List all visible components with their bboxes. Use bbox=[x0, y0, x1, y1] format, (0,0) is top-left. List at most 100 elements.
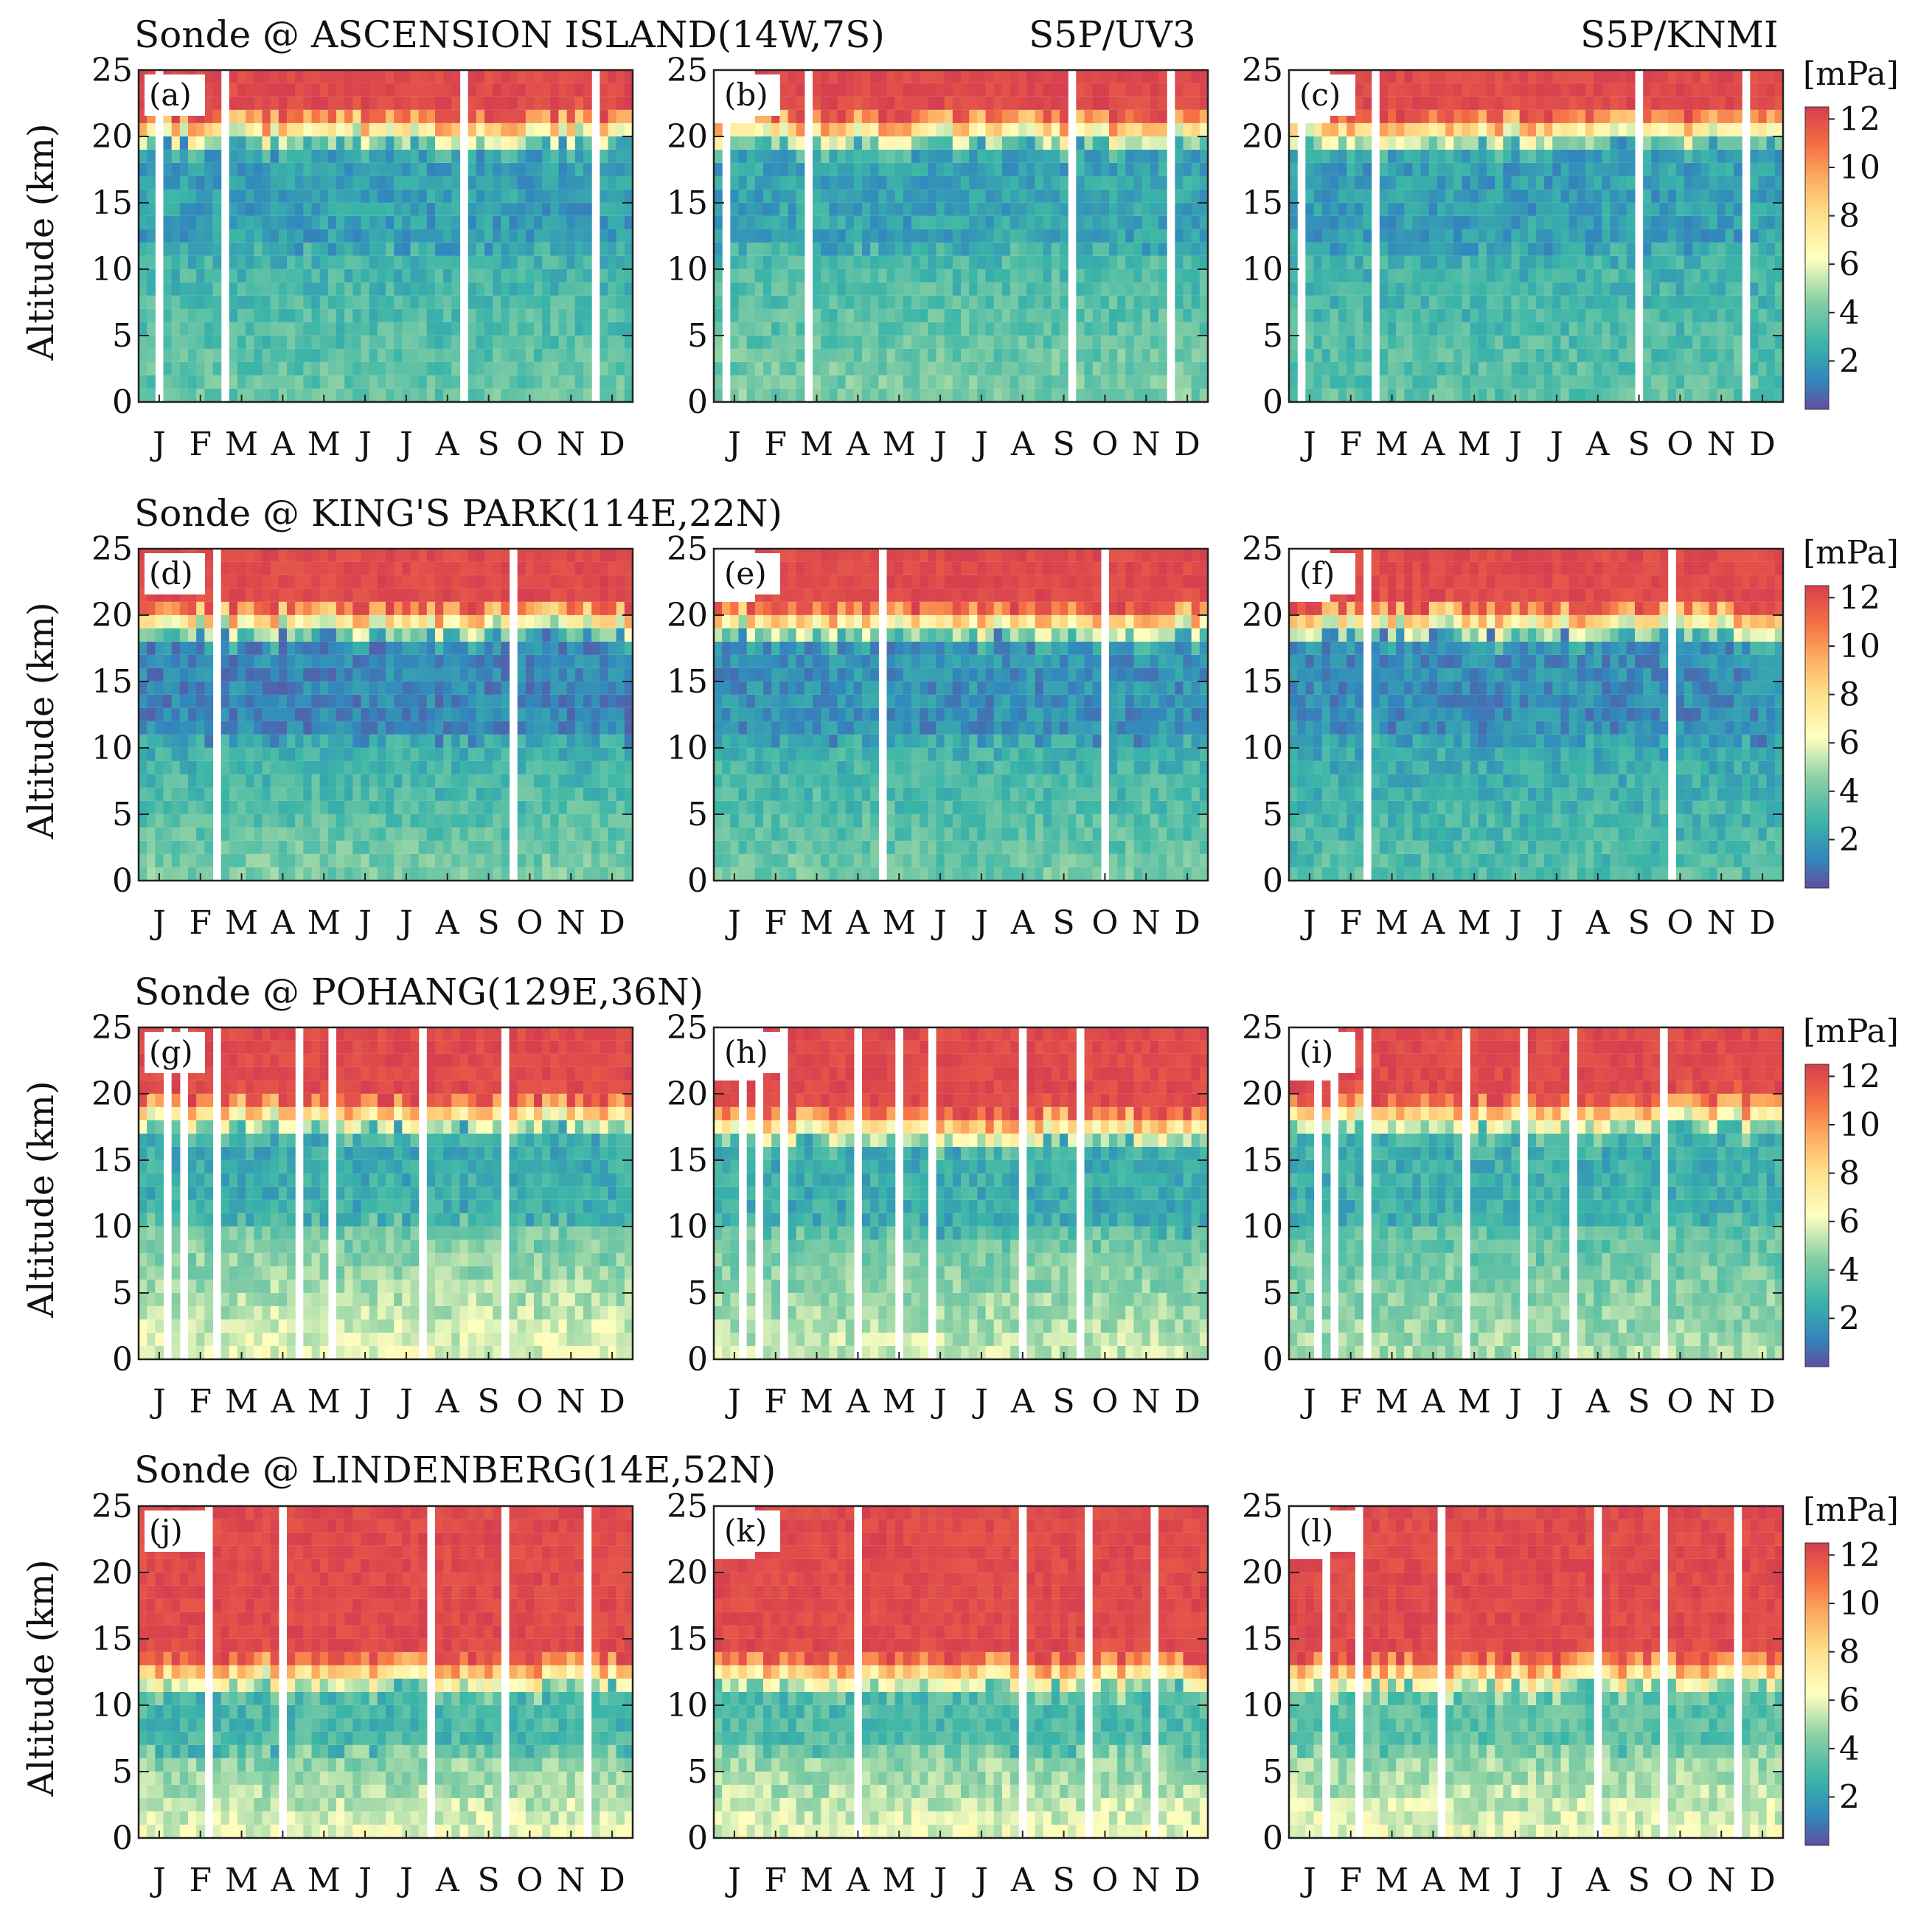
heatmap-cell bbox=[369, 190, 378, 203]
heatmap-cell bbox=[1421, 229, 1430, 243]
heatmap-cell bbox=[468, 110, 477, 123]
heatmap-cell bbox=[229, 721, 238, 735]
heatmap-cell bbox=[1060, 309, 1068, 322]
heatmap-cell bbox=[583, 243, 592, 256]
heatmap-cell bbox=[204, 615, 213, 628]
heatmap-cell bbox=[575, 375, 584, 389]
heatmap-cell bbox=[1035, 190, 1044, 203]
heatmap-cell bbox=[1734, 336, 1742, 349]
heatmap-cell bbox=[1676, 243, 1685, 256]
heatmap-cell bbox=[1355, 176, 1363, 190]
heatmap-cell bbox=[1462, 110, 1471, 123]
heatmap-cell bbox=[1470, 97, 1479, 110]
heatmap-cell bbox=[1717, 269, 1726, 282]
heatmap-cell bbox=[862, 83, 871, 97]
heatmap-cell bbox=[378, 269, 386, 282]
heatmap-cell bbox=[1610, 176, 1619, 190]
heatmap-cell bbox=[271, 841, 279, 854]
heatmap-cell bbox=[1093, 216, 1102, 229]
heatmap-cell bbox=[1453, 83, 1462, 97]
heatmap-cell bbox=[352, 681, 361, 695]
heatmap-cell bbox=[1421, 282, 1430, 296]
heatmap-cell bbox=[476, 203, 485, 216]
heatmap-cell bbox=[870, 229, 879, 243]
heatmap-cell bbox=[1396, 136, 1405, 150]
heatmap-cell bbox=[829, 176, 838, 190]
heatmap-cell bbox=[312, 123, 321, 136]
heatmap-cell bbox=[1585, 282, 1594, 296]
heatmap-cell bbox=[221, 681, 230, 695]
heatmap-cell bbox=[263, 83, 271, 97]
heatmap-cell bbox=[320, 163, 329, 176]
heatmap-cell bbox=[344, 681, 353, 695]
heatmap-cell bbox=[600, 70, 608, 83]
heatmap-cell bbox=[271, 642, 279, 655]
heatmap-cell bbox=[435, 309, 444, 322]
heatmap-cell bbox=[526, 97, 535, 110]
heatmap-cell bbox=[369, 362, 378, 375]
heatmap-cell bbox=[1002, 203, 1011, 216]
heatmap-cell bbox=[608, 190, 617, 203]
heatmap-cell bbox=[1109, 375, 1118, 389]
heatmap-cell bbox=[779, 322, 788, 336]
heatmap-cell bbox=[1759, 256, 1768, 269]
heatmap-cell bbox=[1175, 296, 1184, 309]
heatmap-cell bbox=[155, 854, 164, 867]
heatmap-cell bbox=[287, 668, 296, 681]
heatmap-cell bbox=[271, 110, 279, 123]
heatmap-cell bbox=[945, 123, 953, 136]
heatmap-cell bbox=[1726, 269, 1734, 282]
heatmap-cell bbox=[1429, 163, 1438, 176]
heatmap-cell bbox=[838, 176, 847, 190]
heatmap-cell bbox=[1726, 190, 1734, 203]
heatmap-cell bbox=[287, 362, 296, 375]
heatmap-cell bbox=[1101, 163, 1110, 176]
heatmap-cell bbox=[928, 269, 937, 282]
heatmap-cell bbox=[559, 309, 568, 322]
heatmap-cell bbox=[953, 269, 962, 282]
heatmap-cell bbox=[476, 176, 485, 190]
heatmap-cell bbox=[575, 389, 584, 402]
heatmap-cell bbox=[616, 269, 625, 282]
heatmap-cell bbox=[1347, 163, 1355, 176]
heatmap-cell bbox=[1487, 110, 1495, 123]
heatmap-cell bbox=[1380, 203, 1389, 216]
heatmap-cell bbox=[204, 322, 213, 336]
month-tick-label: M bbox=[225, 426, 258, 463]
heatmap-cell bbox=[887, 309, 896, 322]
heatmap-cell bbox=[1726, 70, 1734, 83]
heatmap-cell bbox=[271, 668, 279, 681]
heatmap-cell bbox=[895, 136, 904, 150]
heatmap-cell bbox=[1093, 349, 1102, 362]
heatmap-cell bbox=[730, 375, 739, 389]
heatmap-cell bbox=[427, 256, 436, 269]
heatmap-cell bbox=[1577, 389, 1586, 402]
heatmap-cell bbox=[312, 695, 321, 708]
heatmap-cell bbox=[1010, 389, 1019, 402]
heatmap-cell bbox=[1347, 322, 1355, 336]
heatmap-cell bbox=[303, 362, 312, 375]
heatmap-cell bbox=[196, 695, 205, 708]
heatmap-cell bbox=[476, 70, 485, 83]
heatmap-cell bbox=[254, 309, 263, 322]
heatmap-cell bbox=[739, 203, 748, 216]
heatmap-cell bbox=[1594, 309, 1602, 322]
heatmap-cell bbox=[986, 83, 995, 97]
heatmap-cell bbox=[164, 322, 173, 336]
heatmap-cell bbox=[1487, 216, 1495, 229]
heatmap-cell bbox=[237, 828, 246, 841]
heatmap-cell bbox=[1577, 83, 1586, 97]
heatmap-cell bbox=[1651, 150, 1660, 163]
heatmap-cell bbox=[419, 123, 428, 136]
heatmap-cell bbox=[1676, 349, 1685, 362]
heatmap-cell bbox=[1109, 203, 1118, 216]
heatmap-cell bbox=[796, 83, 805, 97]
heatmap-cell bbox=[1619, 150, 1627, 163]
heatmap-cell bbox=[559, 150, 568, 163]
heatmap-cell bbox=[1717, 163, 1726, 176]
heatmap-cell bbox=[796, 229, 805, 243]
heatmap-cell bbox=[1602, 229, 1610, 243]
heatmap-cell bbox=[378, 336, 386, 349]
heatmap-cell bbox=[600, 296, 608, 309]
heatmap-cell bbox=[369, 123, 378, 136]
